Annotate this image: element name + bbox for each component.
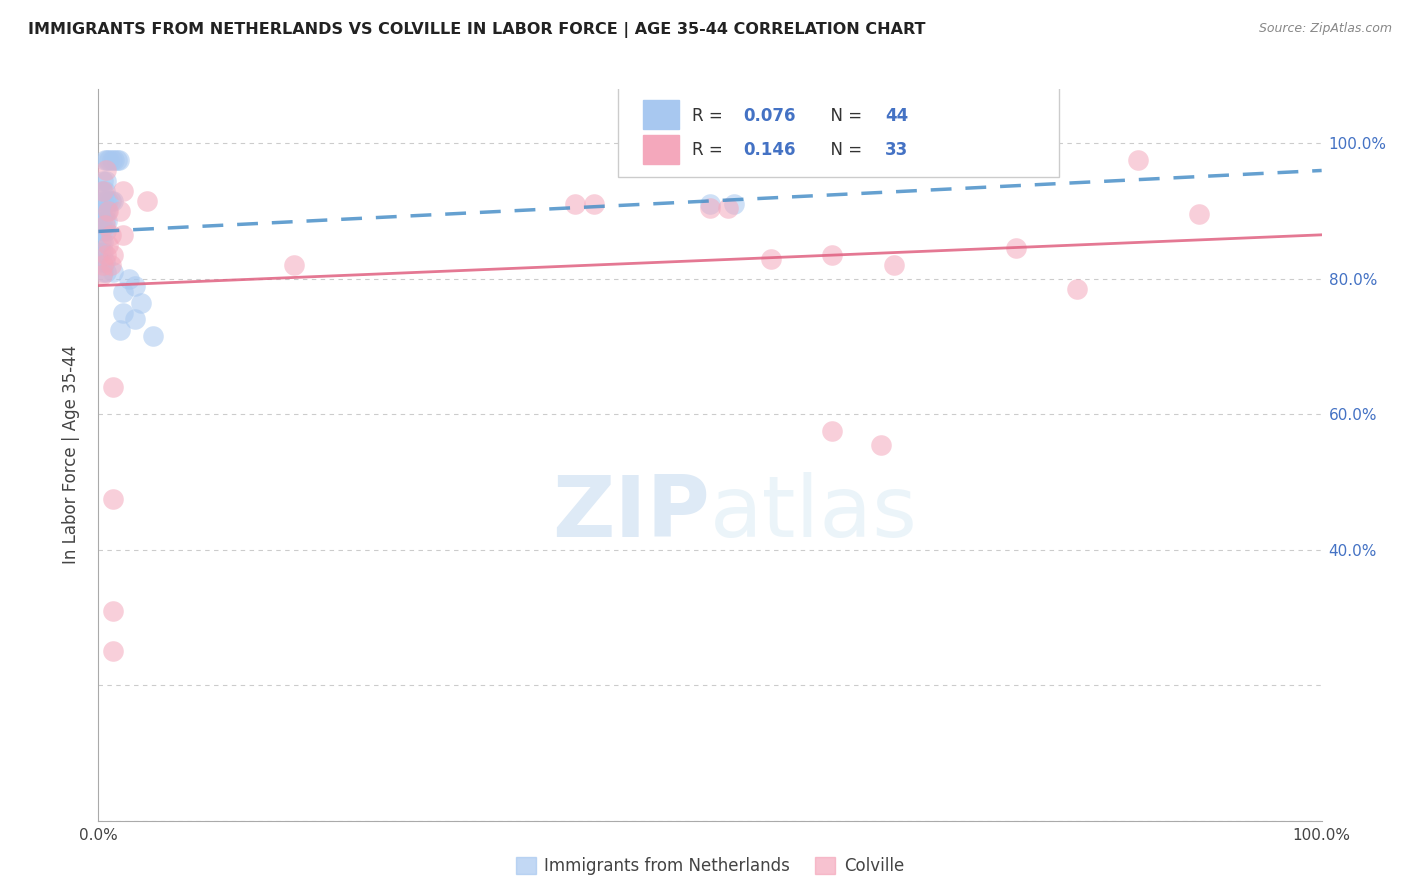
Text: 0.146: 0.146 — [742, 141, 796, 159]
Point — [97, 238, 120, 252]
Text: R =: R = — [692, 141, 728, 159]
Point — [1128, 153, 1150, 168]
Point — [717, 201, 740, 215]
Point — [93, 184, 115, 198]
Point — [91, 174, 114, 188]
Point — [91, 235, 114, 249]
Point — [91, 244, 114, 259]
Point — [870, 438, 893, 452]
Text: ZIP: ZIP — [553, 472, 710, 555]
Point — [761, 252, 783, 266]
Point — [129, 295, 152, 310]
Point — [94, 224, 117, 238]
Point — [94, 248, 117, 262]
Point — [110, 204, 132, 219]
Point — [101, 265, 124, 279]
Text: Source: ZipAtlas.com: Source: ZipAtlas.com — [1258, 22, 1392, 36]
Point — [101, 380, 124, 394]
Y-axis label: In Labor Force | Age 35-44: In Labor Force | Age 35-44 — [62, 345, 80, 565]
Point — [90, 224, 112, 238]
Point — [93, 153, 115, 168]
Point — [582, 197, 605, 211]
Point — [94, 163, 117, 178]
Point — [110, 323, 132, 337]
Point — [100, 194, 122, 208]
Point — [96, 204, 118, 219]
FancyBboxPatch shape — [619, 78, 1059, 177]
Point — [821, 248, 844, 262]
Point — [142, 329, 165, 343]
Point — [97, 194, 120, 208]
Point — [101, 644, 124, 658]
Point — [91, 268, 114, 283]
Point — [91, 194, 114, 208]
Point — [91, 184, 114, 198]
Point — [1188, 207, 1211, 221]
Point — [91, 204, 114, 219]
Text: R =: R = — [692, 107, 728, 125]
Point — [124, 312, 146, 326]
Text: N =: N = — [820, 107, 868, 125]
Point — [111, 306, 134, 320]
Point — [91, 224, 114, 238]
Point — [90, 235, 112, 249]
Point — [93, 204, 115, 219]
Point — [699, 197, 721, 211]
Point — [96, 153, 118, 168]
Point — [1004, 241, 1026, 255]
Point — [91, 214, 114, 228]
Point — [723, 197, 745, 211]
Text: 0.076: 0.076 — [742, 107, 796, 125]
Point — [101, 153, 124, 168]
Point — [699, 201, 721, 215]
Point — [91, 265, 114, 279]
Point — [1066, 282, 1088, 296]
Point — [883, 258, 905, 272]
Point — [91, 258, 114, 272]
Point — [111, 184, 134, 198]
FancyBboxPatch shape — [643, 100, 679, 129]
Point — [108, 153, 131, 168]
Text: IMMIGRANTS FROM NETHERLANDS VS COLVILLE IN LABOR FORCE | AGE 35-44 CORRELATION C: IMMIGRANTS FROM NETHERLANDS VS COLVILLE … — [28, 22, 925, 38]
Legend: Immigrants from Netherlands, Colville: Immigrants from Netherlands, Colville — [509, 850, 911, 882]
Point — [136, 194, 159, 208]
Point — [101, 248, 124, 262]
Point — [105, 153, 128, 168]
Point — [98, 153, 121, 168]
Point — [283, 258, 305, 272]
Text: 33: 33 — [884, 141, 908, 159]
Point — [93, 214, 115, 228]
Point — [94, 174, 117, 188]
Point — [91, 255, 114, 269]
Point — [97, 204, 120, 219]
Text: N =: N = — [820, 141, 868, 159]
Point — [93, 255, 115, 269]
Point — [100, 258, 122, 272]
Point — [94, 265, 117, 279]
Point — [90, 244, 112, 259]
Point — [564, 197, 586, 211]
Point — [94, 194, 117, 208]
Point — [91, 184, 114, 198]
Point — [118, 272, 141, 286]
Point — [101, 491, 124, 506]
Point — [111, 227, 134, 242]
Point — [821, 424, 844, 438]
Point — [103, 153, 125, 168]
Point — [101, 194, 124, 208]
Point — [111, 285, 134, 300]
Point — [100, 227, 122, 242]
Text: 44: 44 — [884, 107, 908, 125]
Point — [101, 604, 124, 618]
Text: atlas: atlas — [710, 472, 918, 555]
Point — [93, 218, 115, 232]
Point — [124, 278, 146, 293]
FancyBboxPatch shape — [643, 135, 679, 164]
Point — [96, 214, 118, 228]
